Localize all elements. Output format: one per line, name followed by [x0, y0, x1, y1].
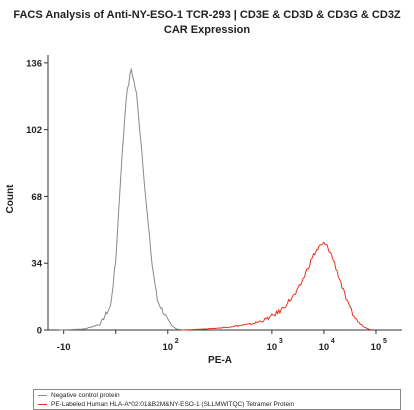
- series-negative-control: [59, 68, 184, 331]
- x-tick-exponent: 4: [331, 338, 335, 345]
- y-tick-label: 34: [31, 259, 42, 270]
- x-tick-label: 10: [319, 342, 330, 353]
- series-tetramer-protein: [183, 241, 372, 331]
- chart-title-line-1: FACS Analysis of Anti-NY-ESO-1 TCR-293 |…: [13, 9, 401, 21]
- y-tick-label: 0: [37, 326, 42, 337]
- legend-item-negative-control: Negative control protein: [38, 391, 120, 400]
- x-tick-label: 10: [162, 342, 173, 353]
- x-tick-exponent: 3: [279, 338, 283, 345]
- chart-title: FACS Analysis of Anti-NY-ESO-1 TCR-293 |…: [0, 8, 414, 38]
- plot-frame: [47, 55, 402, 331]
- legend-swatch-tetramer-protein: [38, 404, 47, 405]
- y-axis-label: Count: [5, 184, 16, 214]
- legend-swatch-negative-control: [38, 395, 47, 396]
- legend-label-negative-control: Negative control protein: [51, 392, 120, 399]
- chart-title-line-2: CAR Expression: [163, 24, 251, 36]
- y-axis: 0 34 68 102 136: [26, 58, 48, 337]
- x-tick-exponent: 5: [383, 338, 387, 345]
- x-tick-exponent: 2: [175, 338, 179, 345]
- legend-item-tetramer-protein: PE-Labeled Human HLA-A*02:01&B2M&NY-ESO-…: [38, 400, 294, 409]
- series-layer: [59, 68, 372, 331]
- y-tick-label: 136: [26, 58, 42, 69]
- x-tick-label: 10: [371, 342, 382, 353]
- x-axis-label: PE-A: [208, 355, 232, 366]
- y-tick-label: 102: [26, 125, 42, 136]
- x-tick-label: 10: [267, 342, 278, 353]
- y-tick-label: 68: [31, 192, 42, 203]
- legend: Negative control protein PE-Labeled Huma…: [33, 389, 401, 410]
- x-tick-label: -10: [57, 342, 71, 353]
- legend-label-tetramer-protein: PE-Labeled Human HLA-A*02:01&B2M&NY-ESO-…: [51, 401, 295, 408]
